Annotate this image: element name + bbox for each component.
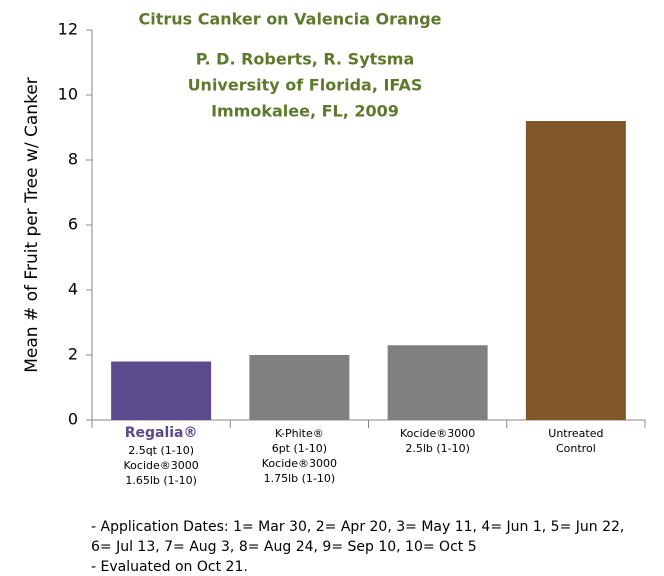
bar bbox=[111, 361, 212, 420]
bar bbox=[249, 355, 350, 420]
y-tick-label: 6 bbox=[68, 215, 78, 234]
note: - Application Dates: 1= Mar 30, 2= Apr 2… bbox=[91, 519, 624, 535]
x-tick-label: Kocide®3000 bbox=[262, 457, 337, 470]
chart-title: Citrus Canker on Valencia Orange bbox=[138, 10, 441, 29]
x-tick-label: 1.65lb (1-10) bbox=[125, 474, 197, 487]
y-tick-label: 0 bbox=[68, 410, 78, 429]
x-tick-label: Regalia® bbox=[125, 425, 198, 441]
chart-subtitle: Immokalee, FL, 2009 bbox=[211, 102, 399, 121]
bar bbox=[387, 345, 488, 420]
x-tick-label: K-Phite® bbox=[275, 427, 324, 440]
x-tick-label: 2.5qt (1-10) bbox=[128, 444, 194, 457]
y-tick-label: 10 bbox=[58, 85, 78, 104]
note: 6= Jul 13, 7= Aug 3, 8= Aug 24, 9= Sep 1… bbox=[91, 539, 477, 555]
x-tick-label: Kocide®3000 bbox=[124, 459, 199, 472]
y-tick-label: 8 bbox=[68, 150, 78, 169]
chart-subtitle: University of Florida, IFAS bbox=[188, 76, 423, 95]
x-tick-label: 6pt (1-10) bbox=[272, 442, 327, 455]
note: - Evaluated on Oct 21. bbox=[91, 559, 248, 575]
y-tick-label: 2 bbox=[68, 345, 78, 364]
y-tick-label: 12 bbox=[58, 20, 78, 39]
x-tick-label: Untreated bbox=[548, 427, 603, 440]
chart-subtitle: P. D. Roberts, R. Sytsma bbox=[196, 50, 415, 69]
x-tick-label: Kocide®3000 bbox=[400, 427, 475, 440]
x-tick-label: 2.5lb (1-10) bbox=[405, 442, 470, 455]
y-tick-label: 4 bbox=[68, 280, 78, 299]
x-tick-label: Control bbox=[556, 442, 596, 455]
bar bbox=[525, 121, 626, 420]
y-axis-label: Mean # of Fruit per Tree w/ Canker bbox=[22, 77, 42, 373]
x-tick-label: 1.75lb (1-10) bbox=[264, 472, 336, 485]
